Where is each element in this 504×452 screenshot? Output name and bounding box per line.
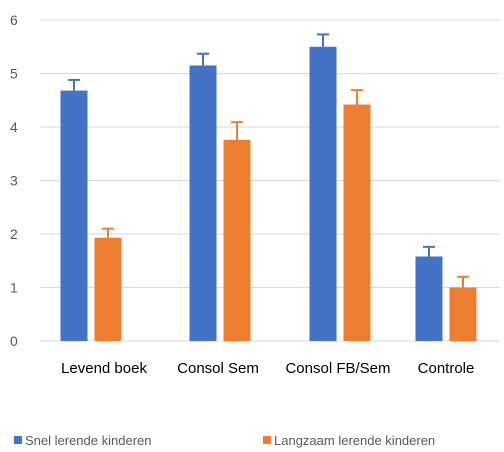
y-tick-label: 2: [10, 226, 18, 242]
y-tick-label: 3: [10, 173, 18, 189]
bar-snel-0: [60, 90, 88, 342]
category-label: Consol Sem: [177, 360, 259, 377]
legend-label-langzaam: Langzaam lerende kinderen: [274, 433, 435, 448]
bar-langzaam-1: [223, 139, 251, 341]
bar-snel-3: [415, 256, 443, 341]
error-bars: [68, 33, 469, 288]
legend-label-snel: Snel lerende kinderen: [25, 433, 151, 448]
bar-snel-2: [309, 46, 337, 341]
category-label: Levend boek: [61, 360, 147, 377]
legend: Snel lerende kinderen Langzaam lerende ki…: [14, 433, 435, 448]
y-tick-label: 0: [10, 333, 18, 349]
bars: [60, 46, 477, 342]
bar-snel-1: [189, 65, 217, 341]
legend-swatch-langzaam: [263, 436, 271, 444]
y-tick-label: 5: [10, 66, 18, 82]
y-axis-ticks: 0 1 2 3 4 5 6: [10, 12, 18, 349]
legend-swatch-snel: [14, 436, 22, 444]
y-tick-label: 6: [10, 12, 18, 28]
y-tick-label: 4: [10, 119, 18, 135]
category-label: Consol FB/Sem: [285, 360, 390, 377]
y-tick-label: 1: [10, 280, 18, 296]
category-label: Controle: [418, 360, 475, 377]
category-labels: Levend boek Consol Sem Consol FB/Sem Contro…: [61, 360, 474, 377]
bar-langzaam-3: [449, 287, 477, 341]
bar-langzaam-0: [94, 237, 122, 341]
bar-langzaam-2: [343, 104, 371, 341]
